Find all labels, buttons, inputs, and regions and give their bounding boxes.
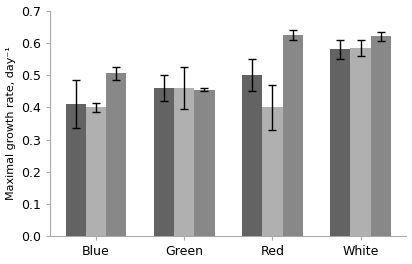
Y-axis label: Maximal growth rate, day⁻¹: Maximal growth rate, day⁻¹ — [5, 47, 16, 200]
Bar — [371, 36, 391, 237]
Bar — [86, 107, 106, 237]
Bar — [154, 88, 174, 237]
Bar — [242, 75, 262, 237]
Bar — [262, 107, 283, 237]
Bar — [330, 49, 351, 237]
Bar — [283, 35, 303, 237]
Bar — [194, 89, 215, 237]
Bar — [66, 104, 86, 237]
Bar — [174, 88, 194, 237]
Bar — [351, 48, 371, 237]
Bar — [106, 73, 126, 237]
